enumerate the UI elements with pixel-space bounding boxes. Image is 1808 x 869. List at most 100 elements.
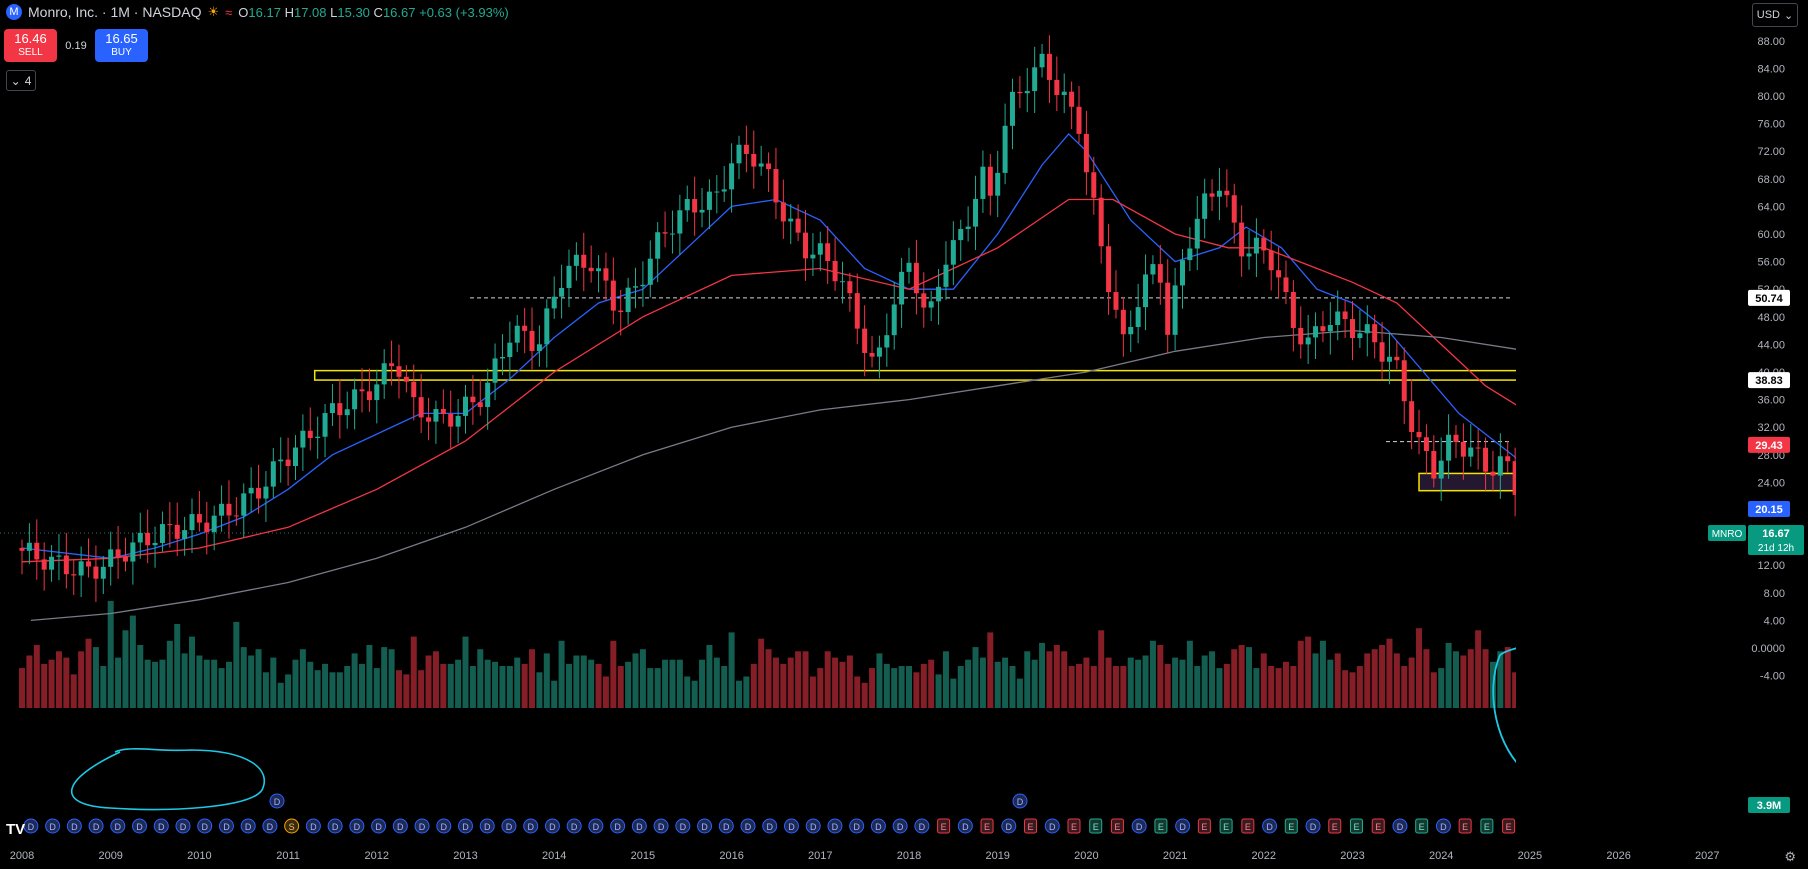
candle-body — [470, 396, 476, 403]
marker-letter: D — [1017, 797, 1024, 807]
marker-letter: D — [397, 822, 404, 832]
volume-bar — [1201, 655, 1208, 708]
volume-bar — [107, 600, 114, 708]
volume-bar — [1186, 640, 1193, 708]
candle-body — [1386, 356, 1392, 362]
volume-bar — [1142, 655, 1149, 708]
dividend-marker — [740, 818, 756, 834]
volume-bar — [1024, 651, 1031, 708]
candle-body — [455, 415, 461, 427]
candle-body — [1446, 434, 1452, 461]
candle-body — [78, 561, 84, 576]
candle-body — [1268, 250, 1274, 271]
volume-bar — [248, 655, 255, 708]
candle-body — [182, 530, 188, 539]
dividend-marker — [718, 818, 734, 834]
gear-icon[interactable]: ⚙ — [1784, 849, 1796, 864]
marker-letter: D — [201, 822, 208, 832]
candle-body — [640, 284, 646, 287]
candle-body — [300, 430, 306, 448]
time-tick-label: 2025 — [1518, 850, 1542, 862]
price-tick-label: 68.00 — [1757, 174, 1785, 186]
price-axis[interactable]: 88.00 84.00 80.00 76.00 72.00 68.00 64.00 60.00… — [1516, 0, 1808, 869]
volume-bar — [262, 672, 269, 708]
candle-body — [699, 209, 705, 213]
dividend-marker — [697, 818, 713, 834]
candle-body — [803, 232, 809, 259]
dividends-icon[interactable]: ☀ — [207, 4, 220, 19]
candle-body — [729, 163, 735, 190]
volume-bar — [883, 663, 890, 708]
volume-bar — [484, 659, 491, 708]
dividend-marker — [153, 818, 169, 834]
time-tick-label: 2014 — [542, 850, 566, 862]
candle-body — [86, 561, 92, 567]
marker-letter: E — [1419, 822, 1425, 832]
sell-button[interactable]: 16.46 SELL — [4, 29, 57, 62]
marker-letter: E — [1114, 822, 1120, 832]
dividend-marker — [783, 818, 799, 834]
volume-bar — [573, 655, 580, 708]
candle-body — [159, 524, 165, 543]
symbol-title[interactable]: Monro, Inc. · 1M · NASDAQ — [28, 4, 202, 20]
volume-bar — [92, 647, 99, 708]
candle-body — [566, 265, 572, 288]
marker-letter: D — [1397, 822, 1404, 832]
earnings-marker — [937, 818, 951, 834]
dividend-marker — [1305, 818, 1321, 834]
volume-bar — [617, 666, 624, 708]
candle-body — [1483, 447, 1489, 472]
symbol-tag-bg — [1708, 524, 1746, 541]
volume-bar — [536, 672, 543, 708]
dividend-marker — [762, 818, 778, 834]
marker-letter: D — [527, 822, 534, 832]
candle-body — [1490, 471, 1496, 476]
volume-bar — [965, 659, 972, 708]
volume-bar — [647, 668, 654, 708]
marker-letter: E — [1223, 822, 1229, 832]
tradingview-logo-icon: TV — [6, 821, 25, 838]
volume-bar — [203, 659, 210, 708]
chevron-down-icon: ⌄ — [10, 73, 21, 88]
marker-letter: D — [1049, 822, 1056, 832]
candle-body — [1342, 311, 1348, 320]
earnings-marker — [1415, 818, 1429, 834]
dividend-marker — [305, 818, 321, 834]
dividend-marker — [1262, 818, 1278, 834]
volume-bar — [1319, 640, 1326, 708]
dividend-marker — [827, 818, 843, 834]
buy-button[interactable]: 16.65 BUY — [95, 29, 148, 62]
marker-letter: D — [310, 822, 317, 832]
candle-body — [1069, 91, 1075, 107]
candle-body — [389, 363, 395, 367]
dividend-marker — [175, 818, 191, 834]
volume-bar — [100, 666, 107, 708]
volume-bar — [292, 659, 299, 708]
candle-body — [869, 352, 875, 357]
volume-bar — [1149, 640, 1156, 708]
time-tick-label: 2013 — [453, 850, 477, 862]
time-axis[interactable]: 2008 2009 2010 2011 2012 2013 2014 2015 2016 2017… — [0, 842, 1808, 869]
volume-bar — [1334, 653, 1341, 708]
candle-body — [152, 542, 158, 546]
currency-select[interactable]: USD ⌄ — [1752, 3, 1798, 27]
candle-body — [876, 347, 882, 357]
volume-bar — [447, 663, 454, 708]
volume-bar — [218, 668, 225, 708]
volume-bar — [713, 657, 720, 708]
ohlc-readout: O16.17 H17.08 L15.30 C16.67 +0.63 (+3.93… — [238, 4, 509, 20]
volume-bar — [1194, 666, 1201, 708]
event-markers: D D D D D D D D D D D D S D D D D D D D D D D D D D D D D D D D D D D D D D D D… — [6, 793, 1624, 838]
trade-panel: 16.46 SELL 0.19 16.65 BUY — [4, 29, 148, 62]
volume-bar — [639, 649, 646, 708]
marker-letter: D — [49, 822, 56, 832]
volume-bar — [322, 663, 329, 708]
indicators-toggle[interactable]: ⌄ 4 — [6, 70, 36, 91]
marker-letter: D — [1440, 822, 1447, 832]
candle-body — [1046, 53, 1052, 80]
volume-bar — [1401, 666, 1408, 708]
price-tick-label: 36.00 — [1757, 395, 1785, 407]
wave-icon[interactable]: ≈ — [225, 4, 233, 20]
candle-body — [426, 417, 432, 422]
